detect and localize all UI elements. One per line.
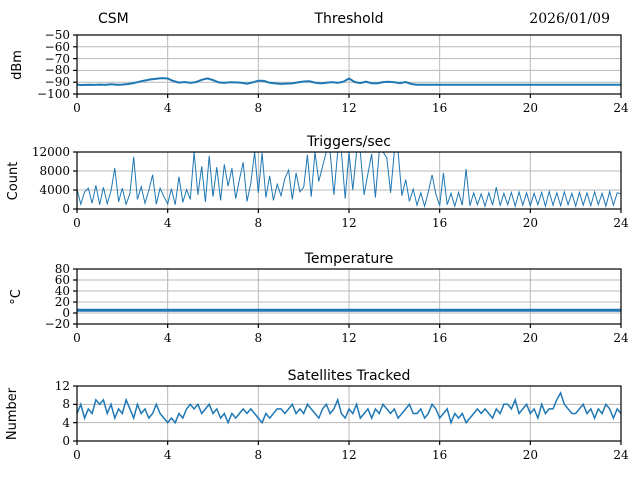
x-tick-label: 16 <box>432 101 448 115</box>
y-tick-label: 0 <box>62 306 70 320</box>
panel4-title: Satellites Tracked <box>287 368 411 384</box>
y-tick-label: −20 <box>44 317 70 331</box>
x-tick-label: 16 <box>432 448 448 462</box>
x-tick-label: 8 <box>254 448 263 462</box>
y-tick-label: 4000 <box>39 183 70 197</box>
y-tick-label: 12 <box>54 379 70 393</box>
x-tick-label: 20 <box>522 216 538 230</box>
x-tick-label: 4 <box>163 101 172 115</box>
x-tick-label: 8 <box>254 101 263 115</box>
y-tick-label: −90 <box>44 75 70 90</box>
y-tick-label: 20 <box>54 295 70 309</box>
x-tick-label: 0 <box>73 448 81 462</box>
x-tick-label: 16 <box>432 216 448 230</box>
panel2-title: Triggers/sec <box>307 134 391 150</box>
x-tick-label: 20 <box>522 101 538 115</box>
station-label: CSM <box>98 11 129 27</box>
y-tick-label: 80 <box>54 262 70 276</box>
x-tick-label: 24 <box>613 101 629 115</box>
x-tick-label: 4 <box>163 448 172 462</box>
y-tick-label: −60 <box>44 39 70 54</box>
date-label: 2026/01/09 <box>529 11 610 27</box>
x-tick-label: 20 <box>522 331 538 345</box>
y-tick-label: 4 <box>62 415 70 430</box>
x-tick-label: 12 <box>341 216 357 230</box>
x-tick-label: 12 <box>341 448 357 462</box>
y-tick-label: 0 <box>62 202 70 216</box>
x-tick-label: 24 <box>613 331 629 345</box>
panel3-title: Temperature <box>304 251 394 267</box>
y-tick-label: 8000 <box>39 164 70 178</box>
x-tick-label: 4 <box>163 331 172 345</box>
y-tick-label: 60 <box>54 273 70 287</box>
x-tick-label: 16 <box>432 331 448 345</box>
y-tick-label: −70 <box>44 51 70 66</box>
y-tick-label: 8 <box>62 397 70 412</box>
x-tick-label: 0 <box>73 101 81 115</box>
x-tick-label: 24 <box>613 448 629 462</box>
x-tick-label: 0 <box>73 331 81 345</box>
y-tick-label: 12000 <box>31 145 70 159</box>
y-tick-label: −50 <box>44 28 70 42</box>
y-tick-label: 40 <box>54 284 70 298</box>
x-tick-label: 0 <box>73 216 81 230</box>
y-tick-label: 0 <box>62 434 70 448</box>
x-tick-label: 4 <box>163 216 172 230</box>
y-tick-label: −100 <box>37 87 70 101</box>
x-tick-label: 24 <box>613 216 629 230</box>
x-tick-label: 12 <box>341 331 357 345</box>
x-tick-label: 8 <box>254 216 263 230</box>
x-tick-label: 12 <box>341 101 357 115</box>
x-tick-label: 8 <box>254 331 263 345</box>
panel1-title: Threshold <box>314 11 384 27</box>
x-tick-label: 20 <box>522 448 538 462</box>
y-tick-label: −80 <box>44 63 70 78</box>
